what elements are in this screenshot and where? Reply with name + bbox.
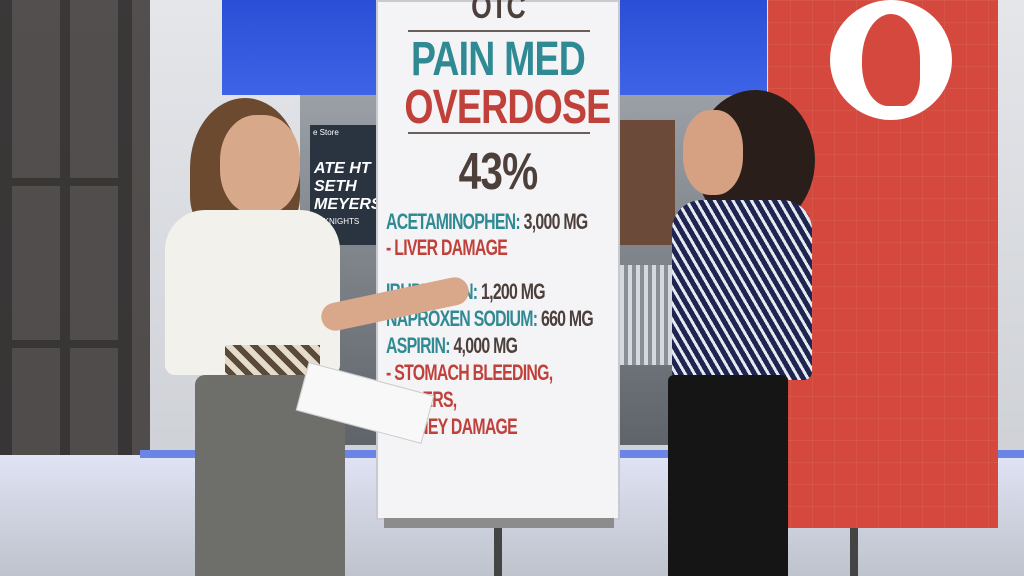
info-board: OTC PAIN MED OVERDOSE 43% ACETAMINOPHEN:…: [376, 0, 620, 520]
board-stand: [850, 528, 858, 576]
board-base: [384, 518, 614, 528]
store-sign-bottom: EXKNIGHTS: [313, 217, 360, 226]
board-row: - LIVER DAMAGE: [386, 235, 508, 260]
board-title-1: PAIN MED: [410, 33, 586, 86]
store-sign-top: e Store: [313, 128, 339, 137]
board-row: - STOMACH BLEEDING,: [386, 360, 553, 385]
shop-window: [620, 120, 675, 245]
store-sign-text: ATE HT SETH MEYERS: [314, 160, 382, 213]
board-row: ACETAMINOPHEN: 3,000 MG: [386, 209, 588, 234]
board-stand: [494, 528, 502, 576]
board-title-2: OVERDOSE: [404, 81, 611, 134]
board-row: NAPROXEN SODIUM: 660 MG: [386, 306, 594, 331]
board-row: ASPIRIN: 4,000 MG: [386, 333, 518, 358]
barricade: [620, 265, 680, 365]
head-silhouette: [862, 14, 920, 106]
board-stat: 43%: [458, 143, 539, 201]
board-header: OTC: [471, 0, 525, 26]
